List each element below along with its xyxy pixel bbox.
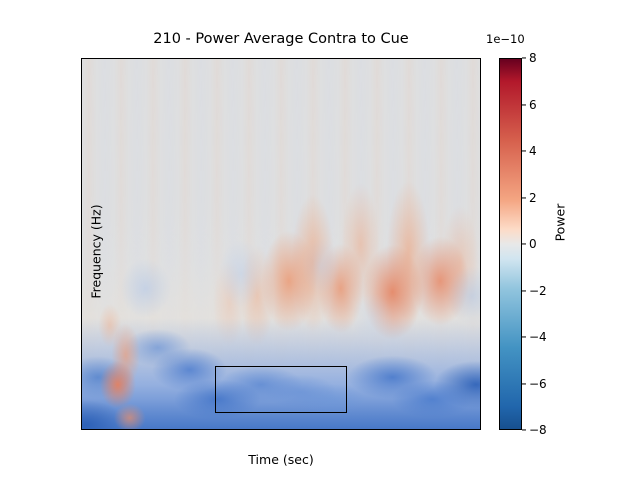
colorbar-tick-label-n2: −2 (529, 283, 547, 298)
xtick-label-05: 0.5 (271, 429, 290, 430)
colorbar-tick-mark-4 (522, 150, 527, 152)
xtick-label-15: 1.5 (404, 429, 423, 430)
colorbar-tick-label-0: 0 (529, 237, 537, 251)
y-axis-label: Frequency (Hz) (88, 204, 104, 299)
ytick-label-15: 15 (81, 285, 82, 299)
colorbar-tick-mark-n8 (522, 429, 527, 431)
xtick-label-n1: -1.0 (81, 429, 94, 430)
colorbar-tick-mark-n2 (522, 289, 527, 292)
ytick-label-25: 25 (81, 130, 82, 144)
colorbar-tick-mark-8 (522, 57, 527, 59)
colorbar-tick-label-n6: −6 (529, 376, 547, 391)
xtick-mark-0 (214, 428, 216, 429)
colorbar-tick-mark-n6 (522, 382, 527, 385)
colorbar-tick-label-4: 4 (529, 144, 537, 158)
colorbar-gradient (499, 58, 522, 430)
colorbar-tick-label-2: 2 (529, 190, 537, 205)
spectrogram-axes: 30 25 20 15 10 -1.0 (81, 58, 481, 430)
colorbar-tick-label-n4: −4 (529, 330, 547, 344)
ytick-label-30: 30 (81, 58, 82, 66)
xtick-mark-2 (479, 428, 480, 429)
xtick-label-0: 0.0 (205, 429, 224, 430)
xtick-mark-n05 (147, 428, 149, 429)
xtick-label-2: 2.0 (470, 429, 481, 430)
xtick-label-n05: -0.5 (137, 429, 160, 430)
plot-title: 210 - Power Average Contra to Cue (153, 31, 409, 47)
heatmap-cool-patches (82, 59, 480, 429)
xtick-mark-05 (280, 428, 282, 429)
xtick-label-1: 1.0 (338, 429, 357, 430)
colorbar-tick-label-8: 8 (529, 51, 537, 65)
ytick-label-20: 20 (81, 207, 82, 221)
colorbar-tick-mark-6 (522, 103, 527, 106)
heatmap-image (82, 59, 480, 429)
xtick-mark-15 (413, 428, 415, 429)
colorbar-tick-mark-n4 (522, 336, 527, 338)
colorbar-tick-mark-2 (522, 196, 527, 199)
ytick-label-10: 10 (81, 363, 82, 377)
colorbar: 8 6 4 2 0 −2 − (499, 51, 547, 437)
colorbar-exponent-label: 1e−10 (486, 32, 525, 46)
colorbar-tick-mark-0 (522, 243, 527, 245)
xtick-mark-1 (346, 428, 348, 429)
xtick-mark-n1 (82, 428, 83, 429)
colorbar-tick-label-n8: −8 (529, 423, 547, 437)
x-axis-label: Time (sec) (248, 452, 314, 467)
colorbar-tick-label-6: 6 (529, 97, 537, 112)
colorbar-label: Power (552, 203, 568, 242)
